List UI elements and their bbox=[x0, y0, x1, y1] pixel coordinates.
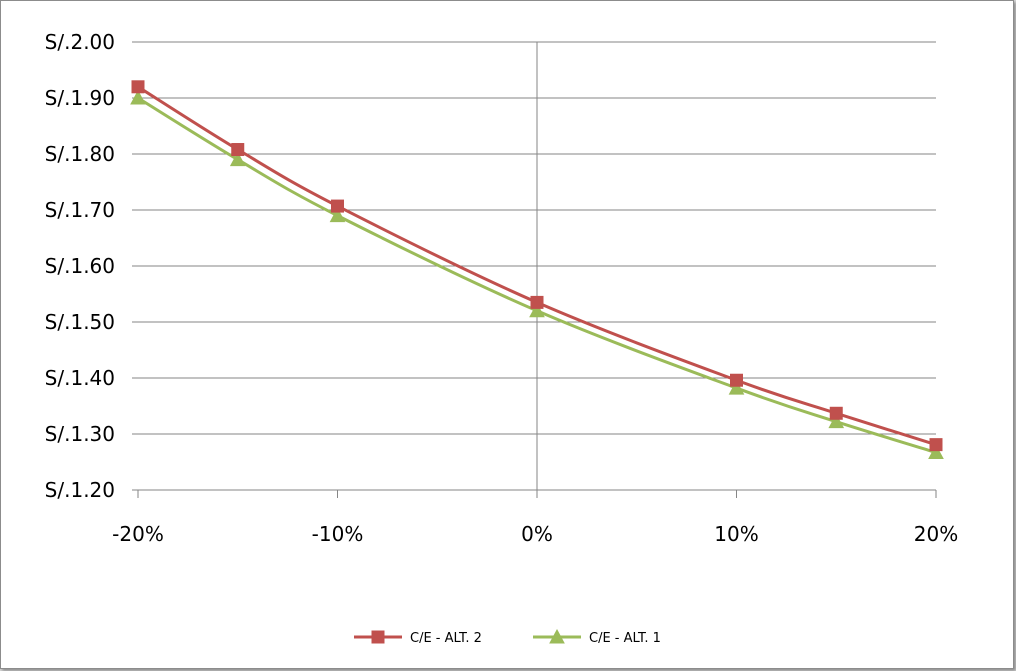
data-point-alt-1 bbox=[130, 89, 146, 105]
x-axis-tick-labels: -20% -10% 0% 10% 20% bbox=[112, 522, 958, 546]
data-point-alt-2 bbox=[929, 438, 943, 452]
y-tick-label: S/.1.70 bbox=[45, 198, 115, 222]
data-point-alt-1 bbox=[928, 444, 944, 459]
y-tick-label: S/.1.80 bbox=[45, 142, 115, 166]
data-point-alt-2 bbox=[530, 295, 544, 309]
legend-marker bbox=[549, 628, 565, 644]
x-tick-label: 10% bbox=[714, 522, 758, 546]
x-tick-label: -20% bbox=[112, 522, 164, 546]
data-point-alt-1 bbox=[529, 302, 545, 318]
x-tick-label: -10% bbox=[312, 522, 364, 546]
series-markers bbox=[130, 80, 944, 459]
data-point-alt-2 bbox=[131, 80, 145, 94]
data-point-alt-1 bbox=[828, 413, 845, 429]
data-point-alt-1 bbox=[229, 151, 246, 167]
y-tick-label: S/.1.60 bbox=[45, 254, 115, 278]
data-point-alt-1 bbox=[728, 380, 745, 395]
data-point-alt-2 bbox=[231, 143, 245, 157]
y-tick-label: S/.1.50 bbox=[45, 310, 115, 334]
x-tick-label: 0% bbox=[521, 522, 553, 546]
data-point-alt-2 bbox=[829, 406, 843, 420]
y-tick-label: S/.1.40 bbox=[45, 366, 115, 390]
y-tick-label: S/.2.00 bbox=[45, 30, 115, 54]
data-point-alt-2 bbox=[730, 373, 743, 387]
y-tick-label: S/.1.20 bbox=[45, 478, 115, 502]
legend-label: C/E - ALT. 1 bbox=[589, 631, 661, 646]
data-point-alt-2 bbox=[331, 199, 344, 213]
legend-marker bbox=[371, 630, 385, 644]
x-tick-label: 20% bbox=[914, 522, 958, 546]
legend-label: C/E - ALT. 2 bbox=[410, 631, 482, 646]
axes bbox=[132, 41, 937, 498]
data-point-alt-1 bbox=[329, 207, 346, 223]
y-tick-label: S/.1.90 bbox=[45, 86, 115, 110]
y-axis-tick-labels: S/.1.20 S/.1.30 S/.1.40 S/.1.50 S/.1.60 S/.1.… bbox=[45, 30, 115, 502]
legend: C/E - ALT. 2 C/E - ALT. 1 bbox=[354, 628, 661, 646]
y-tick-label: S/.1.30 bbox=[45, 422, 115, 446]
